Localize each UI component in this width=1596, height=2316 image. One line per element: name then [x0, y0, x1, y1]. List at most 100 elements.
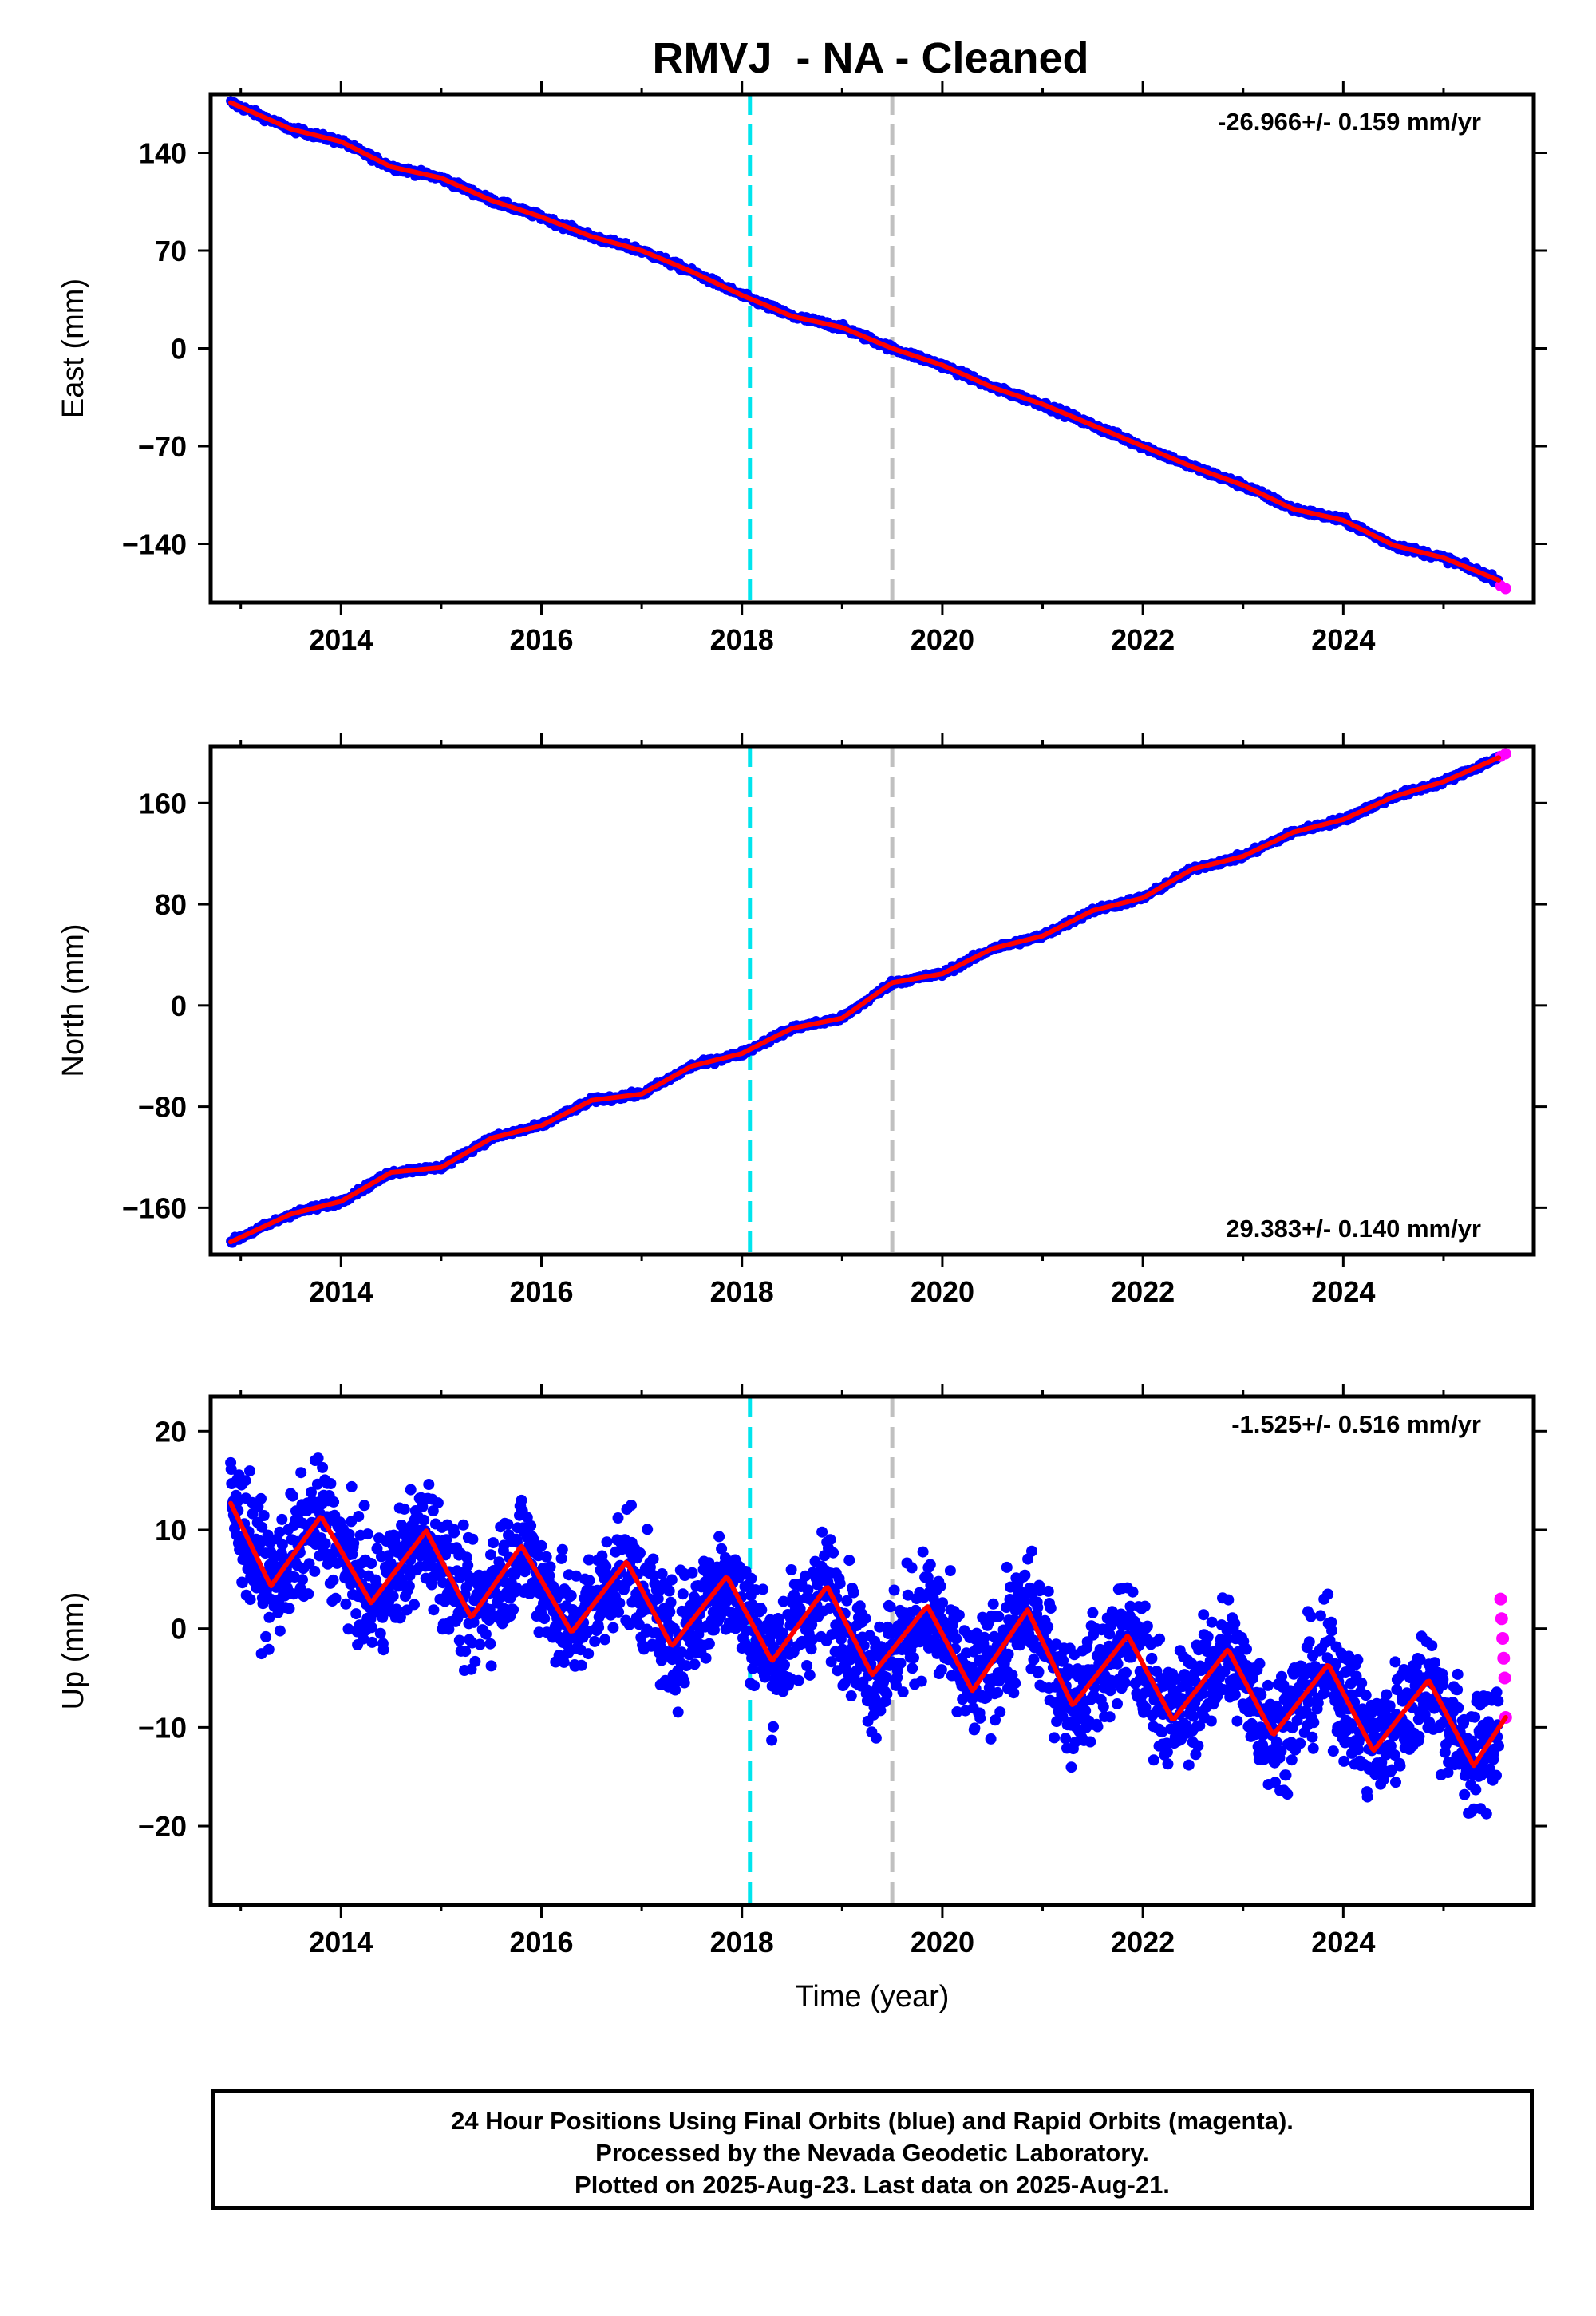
final-orbit-point: [346, 1480, 358, 1492]
final-orbit-point: [508, 1603, 519, 1615]
final-orbit-point: [533, 1626, 545, 1638]
final-orbit-point: [317, 1461, 329, 1473]
x-tick-label: 2022: [1111, 1275, 1175, 1308]
final-orbit-point: [978, 1631, 990, 1643]
panel-1: 2014 2016 2018 2020 2022 2024160800−80−160Nor…: [57, 733, 1547, 1308]
y-axis-title: East (mm): [57, 279, 90, 418]
final-orbit-point: [558, 1656, 570, 1668]
final-orbit-point: [244, 1465, 255, 1477]
x-tick-label: 2016: [509, 1275, 573, 1308]
final-orbit-point: [880, 1671, 892, 1683]
data-layer: [225, 1452, 1512, 1820]
final-orbit-point: [330, 1592, 342, 1604]
y-tick-label: 70: [155, 235, 187, 267]
final-orbit-point: [550, 1623, 562, 1635]
final-orbit-point: [951, 1706, 963, 1717]
final-orbit-point: [353, 1511, 365, 1522]
final-orbit-point: [1042, 1585, 1054, 1597]
final-orbit-point: [772, 1616, 784, 1628]
final-orbit-point: [994, 1706, 1006, 1718]
final-orbit-point: [260, 1630, 272, 1642]
final-orbit-point: [462, 1559, 474, 1571]
final-orbit-point: [374, 1627, 386, 1639]
final-orbit-point: [1028, 1654, 1040, 1666]
final-orbit-point: [835, 1634, 847, 1645]
final-orbit-point: [1127, 1586, 1139, 1598]
final-orbit-point: [325, 1478, 337, 1489]
final-orbit-point: [804, 1669, 816, 1681]
final-orbit-point: [757, 1583, 769, 1595]
final-orbit-point: [502, 1519, 514, 1530]
final-orbit-point: [875, 1705, 887, 1717]
final-orbit-point: [525, 1520, 537, 1531]
final-orbit-point: [340, 1598, 352, 1610]
final-orbit-point: [1087, 1607, 1099, 1618]
final-orbit-point: [917, 1546, 929, 1558]
final-orbit-point: [843, 1555, 855, 1567]
final-orbit-point: [387, 1591, 399, 1602]
final-orbit-point: [642, 1524, 654, 1535]
final-orbit-point: [859, 1613, 871, 1625]
final-orbit-point: [295, 1467, 307, 1479]
y-axis-title: North (mm): [57, 923, 90, 1077]
final-orbit-point: [540, 1551, 552, 1563]
final-orbit-point: [677, 1588, 689, 1600]
final-orbit-point: [244, 1594, 256, 1606]
final-orbit-point: [915, 1675, 927, 1687]
final-orbit-point: [535, 1539, 547, 1551]
final-orbit-point: [1080, 1705, 1092, 1717]
final-orbit-point: [884, 1601, 896, 1613]
final-orbit-point: [589, 1635, 601, 1647]
rapid-orbit-point: [1499, 583, 1511, 595]
final-orbit-point: [806, 1618, 818, 1630]
y-tick-label: 0: [171, 333, 187, 366]
final-orbit-point: [824, 1603, 836, 1614]
final-orbit-point: [361, 1528, 373, 1540]
x-tick-label: 2014: [309, 1275, 373, 1308]
final-orbit-point: [665, 1596, 677, 1608]
y-tick-label: 0: [171, 990, 187, 1022]
final-orbit-point: [908, 1652, 919, 1664]
final-orbit-point: [906, 1562, 918, 1574]
final-orbit-point: [987, 1598, 999, 1610]
final-orbit-point: [601, 1536, 613, 1548]
final-orbit-point: [1001, 1561, 1013, 1573]
final-orbit-point: [688, 1591, 700, 1603]
final-orbit-point: [907, 1662, 918, 1674]
final-orbit-point: [263, 1611, 275, 1623]
final-orbit-point: [1002, 1648, 1014, 1660]
final-orbit-point: [1057, 1654, 1069, 1666]
final-orbit-point: [614, 1597, 626, 1609]
final-orbit-point: [703, 1638, 715, 1650]
final-orbit-point: [274, 1526, 286, 1538]
final-orbit-point: [1026, 1545, 1037, 1557]
final-orbit-point: [484, 1638, 496, 1650]
x-tick-label: 2024: [1311, 623, 1375, 656]
final-orbit-point: [686, 1567, 698, 1579]
final-orbit-point: [700, 1652, 712, 1664]
plot-frame: [208, 744, 1536, 1257]
final-orbit-point: [544, 1561, 556, 1573]
final-orbit-point: [306, 1486, 317, 1498]
final-orbit-point: [816, 1526, 828, 1538]
final-orbit-point: [599, 1634, 610, 1646]
final-orbit-point: [950, 1633, 962, 1645]
y-tick-label: −80: [138, 1091, 187, 1124]
final-orbit-point: [263, 1643, 275, 1655]
final-orbit-point: [480, 1628, 492, 1640]
final-orbit-point: [319, 1538, 331, 1550]
final-orbit-point: [806, 1634, 818, 1646]
final-orbit-point: [358, 1500, 370, 1512]
final-orbit-point: [1009, 1678, 1021, 1690]
final-orbit-point: [672, 1706, 684, 1718]
final-orbit-point: [720, 1552, 731, 1563]
final-orbit-point: [485, 1549, 496, 1561]
final-orbit-point: [556, 1543, 568, 1555]
final-orbit-point: [1019, 1569, 1031, 1581]
final-orbit-point: [460, 1646, 472, 1658]
data-layer: [226, 96, 1511, 595]
rate-annotation: -26.966+/- 0.159 mm/yr: [1218, 108, 1481, 136]
y-tick-label: −160: [122, 1192, 187, 1224]
final-orbit-point: [1065, 1761, 1077, 1773]
